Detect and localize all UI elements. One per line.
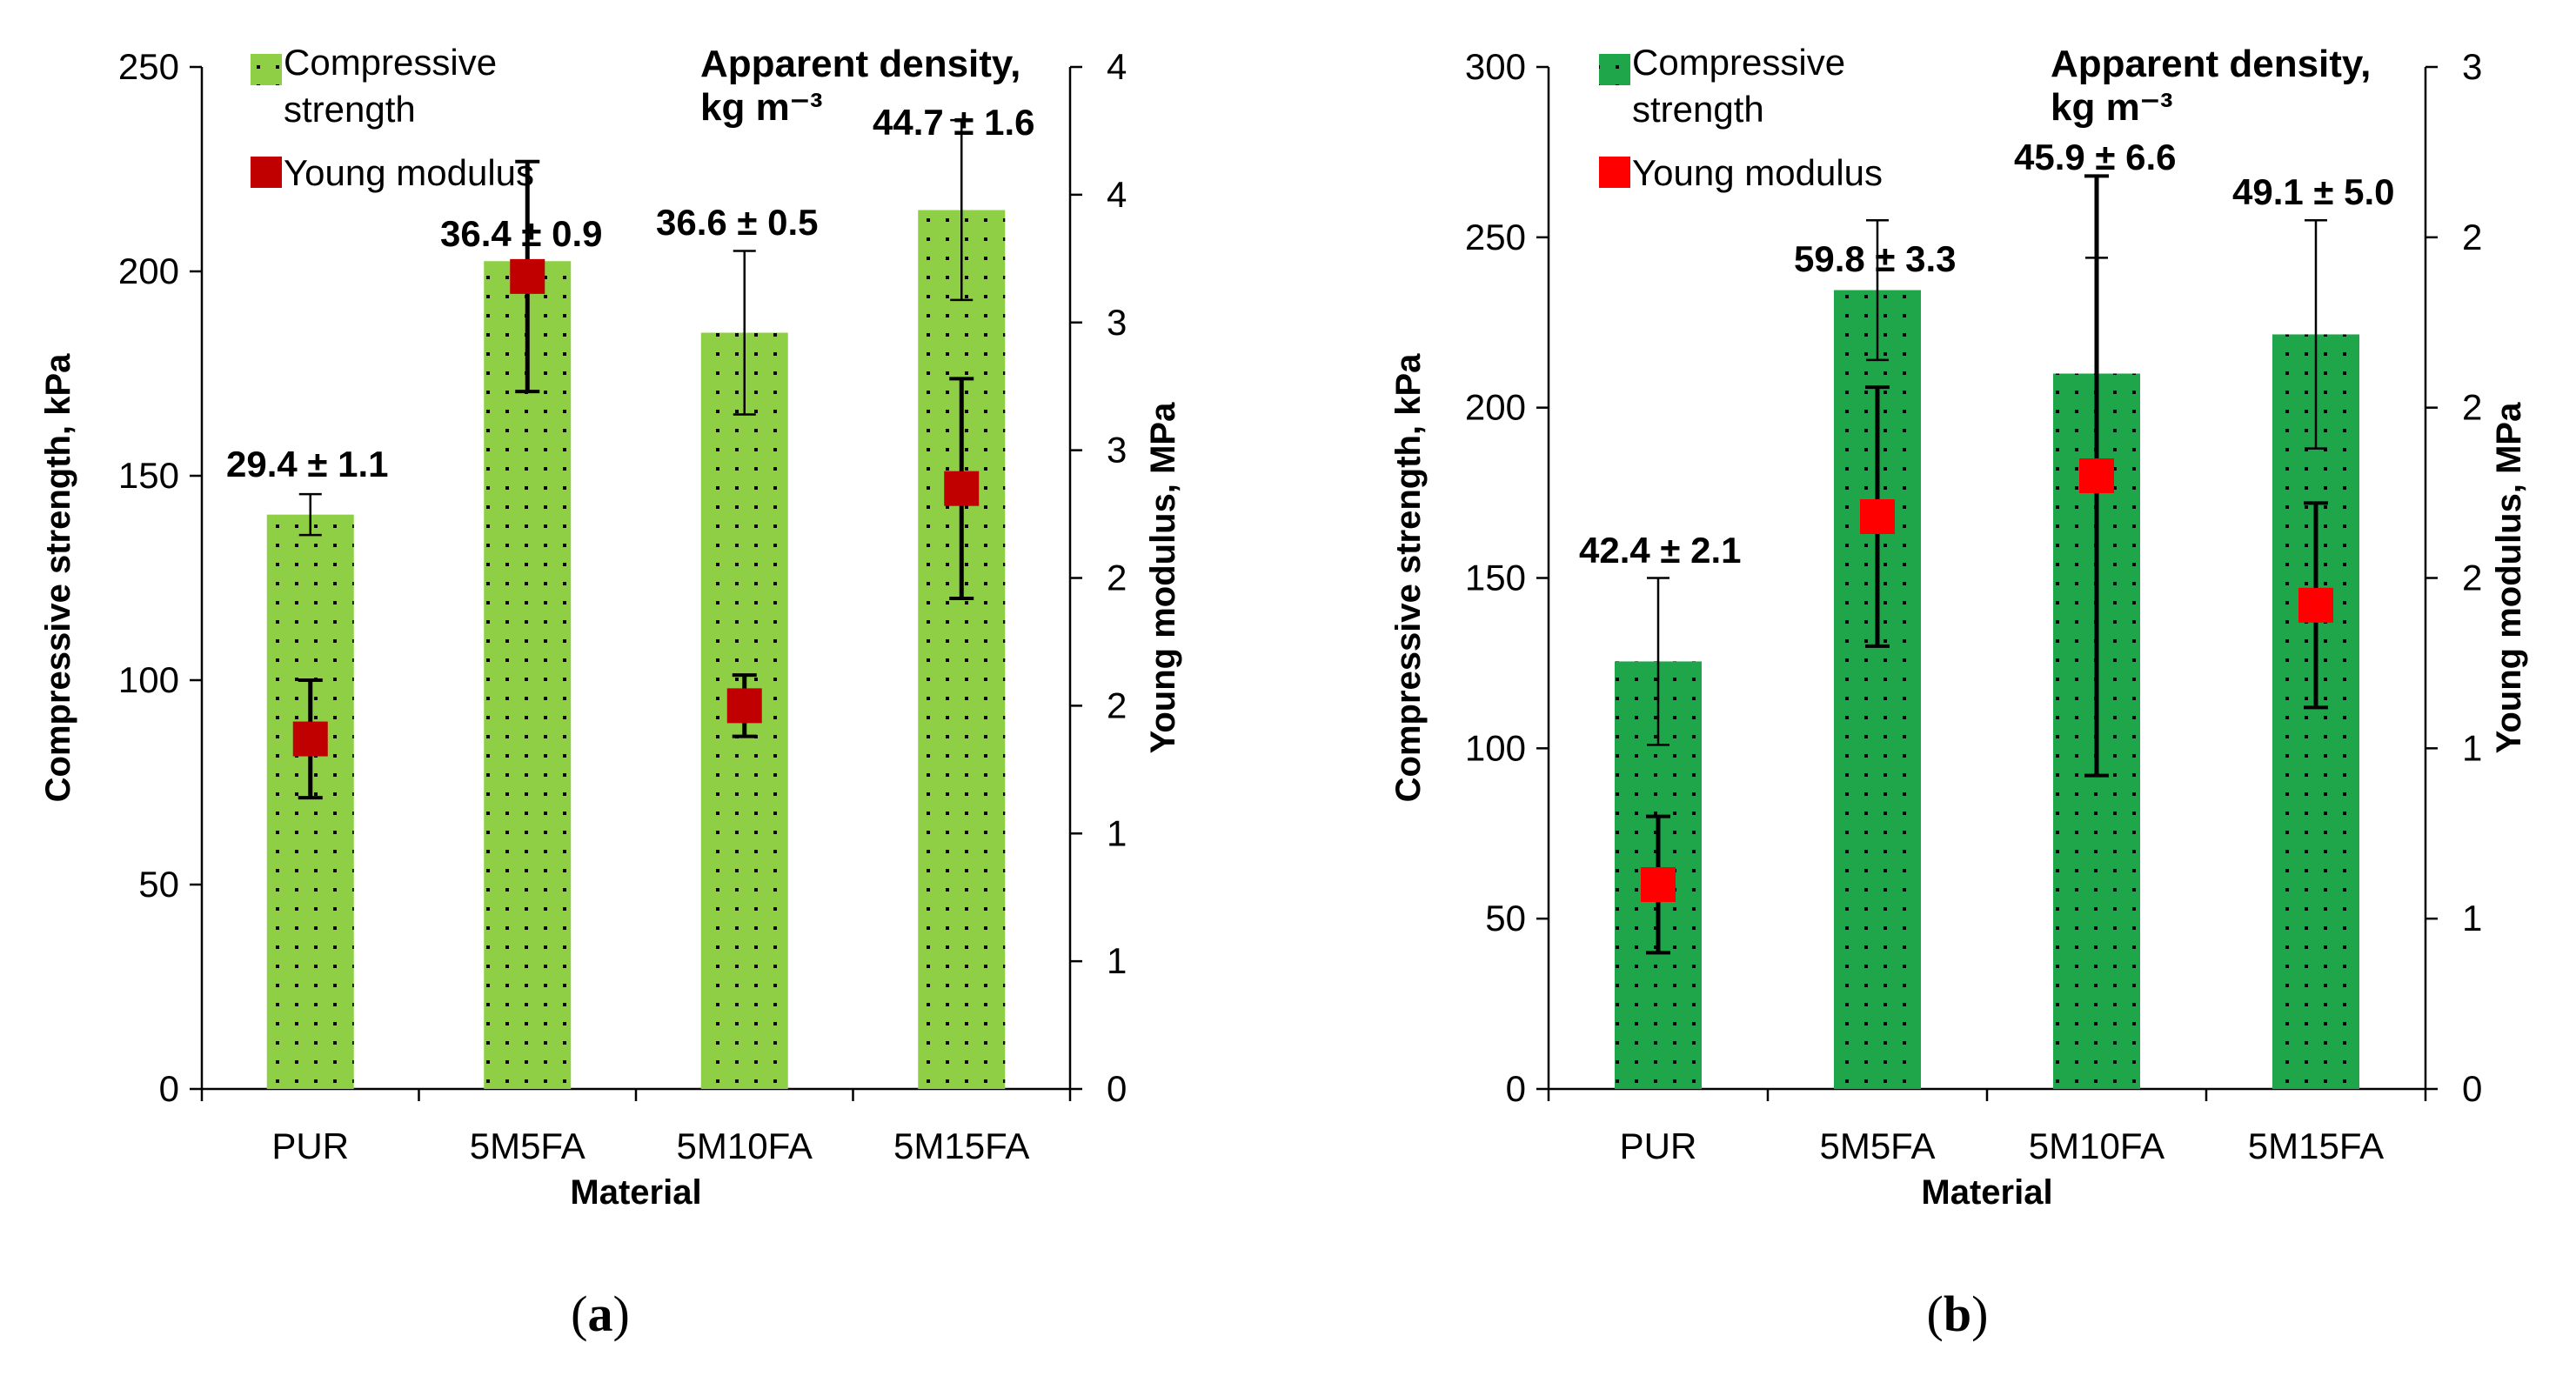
chart-panel-b: 0 50 100 150 200 250 300 0 1 1 2 2 2 3 PUR 5M5FA 5M10FA 5… [1389,42,2528,1342]
y-tick-label-left: 0 [1506,1068,1526,1109]
y-tick-label-left: 50 [1485,898,1526,938]
marker-young-modulus [726,688,762,724]
y-tick-label-left: 200 [1465,387,1526,428]
legend-label-bar-line2: strength [284,89,416,130]
x-axis-title: Material [570,1173,701,1212]
legend-swatch-marker [251,157,282,188]
y-tick-label-right: 0 [2462,1068,2482,1109]
density-label: 49.1 ± 5.0 [2232,171,2395,212]
y-tick-label-right: 2 [2462,217,2482,257]
y-tick-label-right: 1 [1107,812,1127,853]
y-tick-label-right: 3 [1107,430,1127,471]
density-label: 44.7 ± 1.6 [873,102,1035,143]
y-tick-label-left: 150 [118,455,179,496]
y-tick-label-right: 1 [2462,898,2482,938]
y-tick-label-left: 200 [118,250,179,291]
density-label: 42.4 ± 2.1 [1579,530,1742,571]
x-tick-label: PUR [271,1126,349,1166]
legend-label-bar: Compressive [284,42,497,83]
marker-young-modulus [2298,587,2333,623]
panel-caption: (b) [1927,1286,1989,1342]
y-tick-label-right: 0 [1107,1068,1127,1109]
legend-label-marker: Young modulus [1632,152,1883,193]
x-tick-label: PUR [1620,1126,1697,1166]
bar-pattern [266,514,354,1089]
density-label: 59.8 ± 3.3 [1794,238,1957,279]
bar-pattern [484,261,572,1089]
y-axis-title-right: Young modulus, MPa [1144,402,1182,753]
density-title: Apparent density, [700,43,1020,85]
y-tick-label-left: 100 [1465,727,1526,768]
x-tick-label: 5M5FA [470,1126,585,1166]
chart-panel-a: 0 50 100 150 200 250 0 1 1 2 2 3 3 4 4 PUR 5M5FA 5M10FA 5M… [39,42,1182,1342]
marker-young-modulus [510,258,545,294]
y-tick-label-right: 1 [1107,940,1127,981]
y-tick-label-left: 250 [118,46,179,87]
density-label: 29.4 ± 1.1 [226,444,389,484]
y-tick-label-left: 300 [1465,46,1526,87]
legend-label-marker: Young modulus [284,152,534,193]
x-tick-label: 5M10FA [677,1126,813,1166]
marker-young-modulus [1641,867,1676,902]
y-tick-label-left: 150 [1465,558,1526,598]
legend-label-bar-line2: strength [1632,89,1764,130]
x-tick-label: 5M15FA [2248,1126,2384,1166]
density-label: 45.9 ± 6.6 [2014,137,2177,177]
density-title: Apparent density, [2051,43,2371,85]
legend-swatch-pattern [251,54,282,85]
y-tick-label-right: 4 [1107,46,1127,87]
panel-caption: (a) [571,1286,630,1342]
y-tick-label-left: 250 [1465,217,1526,257]
density-title-unit: kg m⁻³ [700,86,823,129]
marker-young-modulus [292,721,328,757]
density-title-unit: kg m⁻³ [2051,86,2173,129]
x-tick-label: 5M10FA [2029,1126,2165,1166]
density-label: 36.4 ± 0.9 [440,213,603,254]
legend-label-bar: Compressive [1632,42,1845,83]
y-tick-label-right: 3 [1107,302,1127,343]
y-tick-label-left: 50 [138,864,179,905]
y-tick-label-right: 4 [1107,174,1127,215]
x-tick-label: 5M5FA [1819,1126,1935,1166]
y-tick-label-left: 100 [118,659,179,700]
y-axis-title-left: Compressive strength, kPa [39,353,77,802]
density-label: 36.6 ± 0.5 [656,202,819,243]
marker-young-modulus [1860,499,1895,534]
y-tick-label-right: 1 [2462,727,2482,768]
y-axis-title-right: Young modulus, MPa [2490,402,2528,753]
marker-young-modulus [2079,458,2114,493]
y-tick-label-right: 2 [2462,387,2482,428]
y-tick-label-right: 2 [1107,685,1127,725]
marker-young-modulus [944,471,980,506]
x-tick-label: 5M15FA [893,1126,1029,1166]
y-tick-label-right: 2 [1107,558,1127,598]
y-tick-label-right: 2 [2462,558,2482,598]
x-axis-title: Material [1921,1173,2052,1212]
legend-swatch-marker [1599,157,1630,188]
legend-swatch-pattern [1599,54,1630,85]
y-axis-title-left: Compressive strength, kPa [1389,353,1428,802]
bar-pattern [2272,334,2359,1089]
bar-pattern [918,210,1006,1089]
y-tick-label-right: 3 [2462,46,2482,87]
y-tick-label-left: 0 [159,1068,179,1109]
